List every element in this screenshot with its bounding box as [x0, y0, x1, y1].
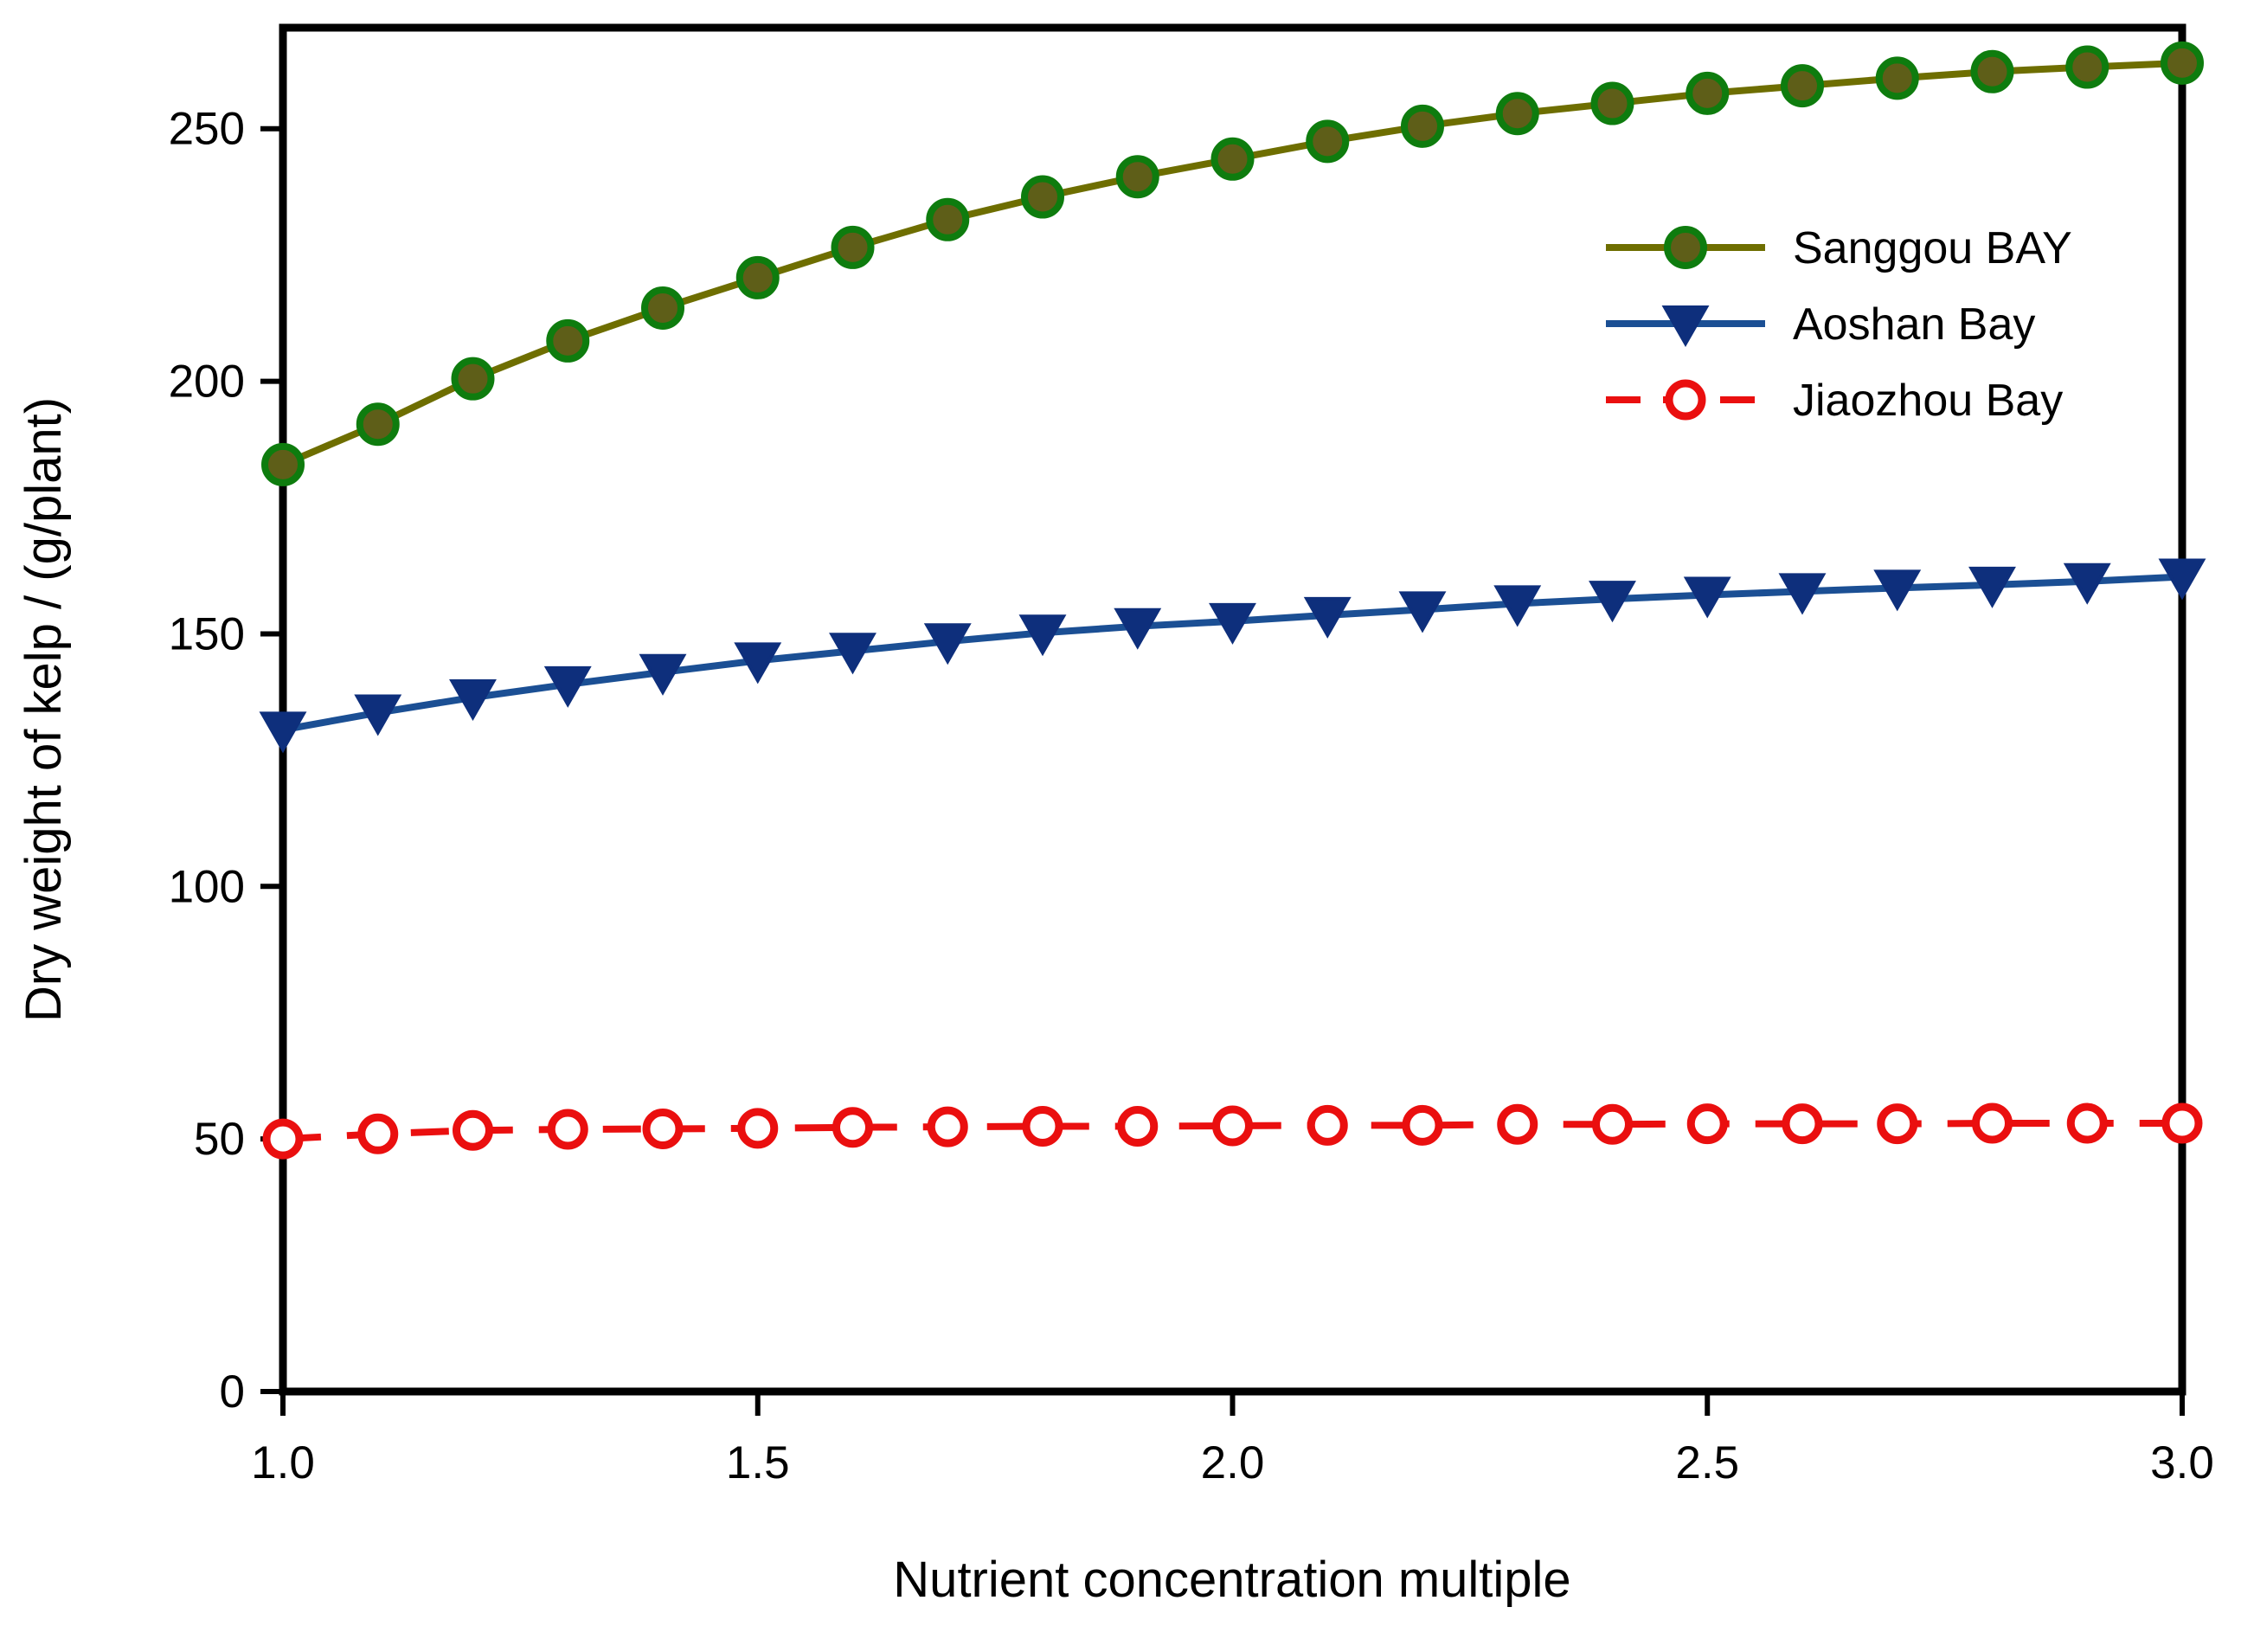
legend-sample-jiaozhou — [1606, 379, 1765, 421]
marker-sanggou-bay-2.4 — [1590, 81, 1634, 125]
marker-jiaozhou-bay-1.7 — [927, 1106, 968, 1147]
marker-jiaozhou-bay-1.2 — [453, 1109, 493, 1151]
y-tick-label-250: 250 — [169, 104, 245, 155]
marker-jiaozhou-bay-2.4 — [1592, 1103, 1633, 1145]
marker-sanggou-bay-1.5 — [735, 255, 780, 299]
y-tick-label-200: 200 — [169, 357, 245, 408]
data-series — [259, 41, 2206, 1160]
marker-jiaozhou-bay-3.0 — [2161, 1102, 2203, 1144]
marker-sanggou-bay-2.5 — [1686, 71, 1730, 115]
x-tick-label-2.5: 2.5 — [1675, 1437, 1739, 1488]
marker-aoshan-bay-1.2 — [449, 678, 497, 722]
legend-marker-1 — [1661, 305, 1710, 348]
marker-aoshan-bay-1.4 — [639, 653, 687, 696]
marker-jiaozhou-bay-2.5 — [1686, 1103, 1728, 1145]
marker-aoshan-bay-3.0 — [2158, 558, 2206, 601]
x-tick-label-3.0: 3.0 — [2150, 1437, 2214, 1488]
marker-sanggou-bay-3.0 — [2161, 41, 2204, 85]
x-tick-label-1.0: 1.0 — [251, 1437, 315, 1488]
legend-sample-sanggou — [1606, 226, 1765, 269]
marker-sanggou-bay-2.1 — [1306, 119, 1350, 164]
marker-aoshan-bay-1.3 — [543, 665, 592, 708]
legend: Sanggou BAY Aoshan Bay Jiaozhou Bay — [1606, 223, 2072, 426]
legend-label-aoshan: Aoshan Bay — [1793, 299, 2035, 350]
marker-sanggou-bay-1.9 — [1115, 155, 1159, 199]
marker-sanggou-bay-1.0 — [261, 442, 305, 486]
marker-sanggou-bay-1.4 — [641, 286, 684, 330]
marker-sanggou-bay-1.6 — [831, 225, 875, 269]
marker-sanggou-bay-2.0 — [1210, 137, 1255, 181]
x-axis-title: Nutrient concentration multiple — [893, 1552, 1570, 1608]
marker-aoshan-bay-1.9 — [1114, 607, 1162, 650]
marker-aoshan-bay-2.3 — [1493, 585, 1542, 627]
legend-item-aoshan-bay: Aoshan Bay — [1606, 299, 2035, 350]
y-tick-label-50: 50 — [194, 1114, 245, 1165]
marker-aoshan-bay-1.8 — [1018, 614, 1067, 657]
legend-label-sanggou: Sanggou BAY — [1793, 223, 2072, 273]
marker-aoshan-bay-1.5 — [734, 642, 782, 685]
y-tick-label-150: 150 — [169, 608, 245, 659]
marker-jiaozhou-bay-1.3 — [547, 1109, 588, 1150]
axis-ticks: 0 50 100 150 200 250 1.0 1.5 2.0 2.5 3.0 — [169, 104, 2214, 1488]
marker-aoshan-bay-2.1 — [1303, 596, 1352, 639]
marker-aoshan-bay-1.0 — [259, 711, 307, 754]
legend-marker-2 — [1665, 379, 1706, 421]
marker-sanggou-bay-2.8 — [1970, 49, 2014, 93]
marker-jiaozhou-bay-1.1 — [357, 1113, 399, 1154]
marker-jiaozhou-bay-2.9 — [2066, 1102, 2108, 1144]
marker-aoshan-bay-1.1 — [354, 694, 402, 736]
marker-jiaozhou-bay-2.3 — [1497, 1103, 1538, 1145]
marker-sanggou-bay-1.2 — [451, 357, 495, 401]
marker-aoshan-bay-2.9 — [2063, 562, 2111, 605]
marker-jiaozhou-bay-2.8 — [1972, 1102, 2013, 1144]
marker-aoshan-bay-2.5 — [1683, 576, 1731, 619]
marker-sanggou-bay-2.2 — [1401, 104, 1444, 148]
legend-label-jiaozhou: Jiaozhou Bay — [1793, 376, 2063, 426]
series-jiaozhou-bay — [262, 1102, 2203, 1160]
marker-sanggou-bay-1.8 — [1021, 175, 1064, 219]
y-tick-label-100: 100 — [169, 861, 245, 912]
marker-jiaozhou-bay-1.0 — [262, 1118, 304, 1160]
marker-sanggou-bay-1.3 — [546, 318, 590, 363]
legend-sample-aoshan — [1606, 305, 1765, 348]
marker-jiaozhou-bay-1.5 — [737, 1108, 779, 1149]
marker-jiaozhou-bay-2.2 — [1402, 1104, 1443, 1146]
marker-jiaozhou-bay-1.8 — [1022, 1106, 1063, 1147]
marker-sanggou-bay-2.3 — [1495, 92, 1539, 136]
y-axis-title: Dry weight of kelp / (g/plant) — [16, 397, 72, 1022]
marker-sanggou-bay-2.7 — [1875, 56, 1919, 100]
marker-aoshan-bay-1.6 — [829, 633, 876, 675]
marker-jiaozhou-bay-1.6 — [832, 1107, 873, 1148]
marker-jiaozhou-bay-2.6 — [1782, 1103, 1823, 1145]
marker-aoshan-bay-2.8 — [1968, 566, 2016, 608]
marker-aoshan-bay-2.2 — [1398, 591, 1447, 633]
marker-aoshan-bay-2.6 — [1778, 573, 1827, 615]
x-tick-label-1.5: 1.5 — [726, 1437, 790, 1488]
legend-marker-0 — [1664, 226, 1707, 269]
marker-jiaozhou-bay-2.1 — [1307, 1104, 1348, 1146]
marker-jiaozhou-bay-2.7 — [1877, 1103, 1918, 1145]
marker-aoshan-bay-2.0 — [1209, 602, 1256, 645]
marker-sanggou-bay-2.6 — [1781, 64, 1824, 108]
marker-jiaozhou-bay-1.4 — [642, 1108, 684, 1149]
series-sanggou-bay — [261, 41, 2204, 486]
marker-jiaozhou-bay-2.0 — [1212, 1105, 1253, 1147]
x-tick-label-2.0: 2.0 — [1201, 1437, 1265, 1488]
marker-jiaozhou-bay-1.9 — [1117, 1106, 1159, 1147]
legend-item-sanggou-bay: Sanggou BAY — [1606, 223, 2072, 273]
marker-aoshan-bay-2.4 — [1589, 581, 1636, 623]
marker-aoshan-bay-2.7 — [1873, 569, 1922, 612]
y-tick-label-0: 0 — [220, 1366, 245, 1417]
marker-sanggou-bay-2.9 — [2065, 45, 2109, 89]
legend-item-jiaozhou-bay: Jiaozhou Bay — [1606, 376, 2063, 426]
marker-sanggou-bay-1.1 — [356, 402, 400, 447]
marker-sanggou-bay-1.7 — [926, 197, 970, 241]
series-aoshan-bay — [259, 558, 2206, 754]
marker-aoshan-bay-1.7 — [923, 623, 972, 665]
